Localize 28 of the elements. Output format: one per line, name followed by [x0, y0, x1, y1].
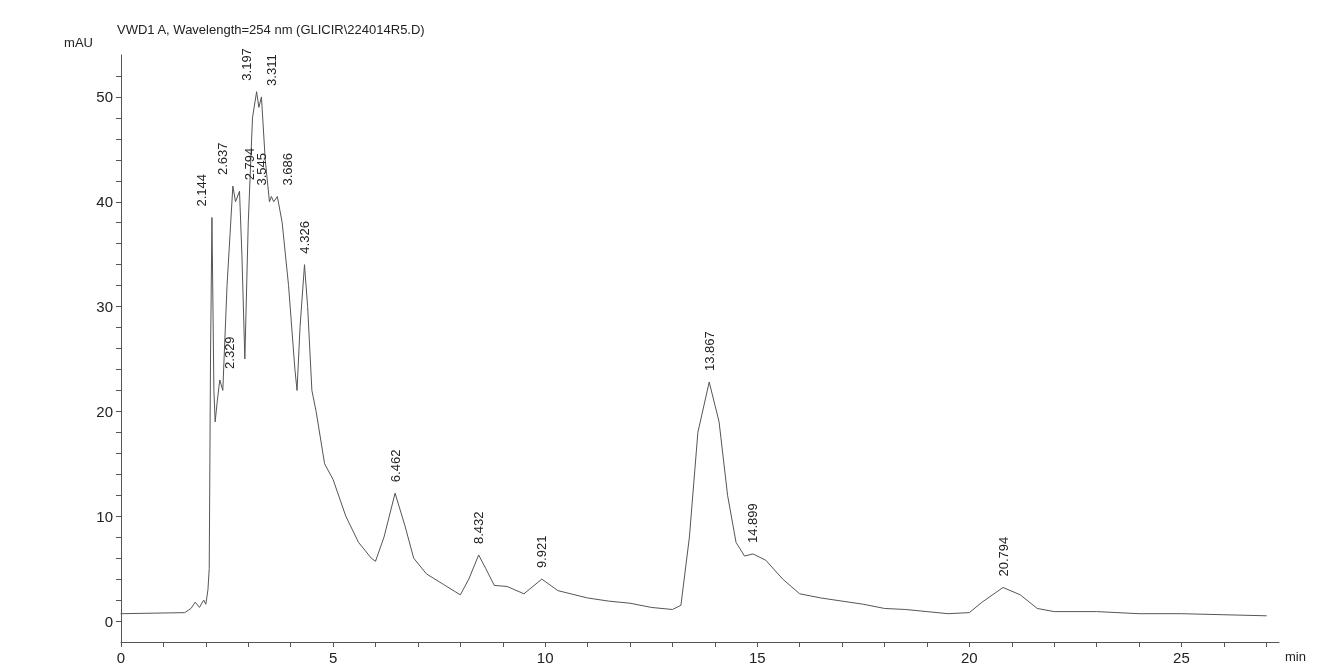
x-axis-title: min: [1285, 649, 1306, 664]
chart-title: VWD1 A, Wavelength=254 nm (GLICIR\224014R5.D): [117, 22, 425, 37]
y-axis-title: mAU: [64, 35, 93, 50]
annotation: 13.867: [701, 331, 717, 372]
annotation: 2.637: [215, 142, 231, 176]
annotation: 3.686: [279, 152, 295, 186]
annotation: 3.311: [263, 54, 279, 86]
y-tick-label: 40: [96, 193, 113, 211]
annotation: 2.329: [222, 336, 238, 369]
x-tick-label: 0: [116, 649, 126, 666]
annotation: 4.326: [297, 221, 312, 254]
y-tick-label: 30: [96, 298, 113, 316]
x-tick-label: 15: [748, 649, 766, 666]
y-tick-label: 0: [104, 612, 113, 630]
annotation: 6.462: [387, 449, 403, 483]
x-tick-label: 10: [536, 649, 554, 666]
annotation: 3.197: [239, 48, 255, 81]
annotation: 8.432: [471, 511, 487, 544]
x-tick-label: 20: [961, 649, 978, 666]
annotation: 14.899: [745, 503, 761, 543]
y-tick-label: 10: [96, 507, 113, 525]
annotation: 9.921: [534, 535, 550, 569]
annotation: 2.144: [194, 173, 210, 207]
y-tick-label: 20: [96, 402, 113, 420]
x-tick-label: 5: [328, 649, 338, 666]
x-tick-label: 25: [1173, 649, 1190, 666]
annotation: 20.794: [995, 536, 1011, 577]
y-tick-label: 50: [96, 88, 113, 106]
